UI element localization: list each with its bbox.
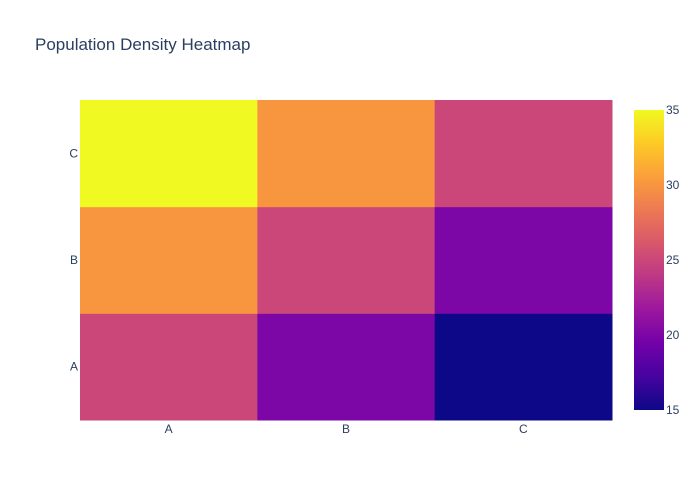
colorbar-tick-label: 15 (666, 403, 680, 417)
heatmap-cell-C-B (434, 206, 613, 314)
heatmap-cell-B-C (257, 100, 436, 208)
colorbar-tick-label: 35 (666, 103, 680, 117)
colorbar-tick-label: 25 (666, 253, 680, 267)
y-tick-label: B (70, 253, 78, 267)
heatmap-cell-C-C (434, 100, 613, 208)
y-tick-label: A (70, 360, 78, 374)
x-tick-label: C (519, 422, 528, 436)
heatmap-cell-A-C (80, 100, 258, 208)
x-tick-label: A (165, 422, 173, 436)
colorbar-tick-label: 20 (666, 328, 680, 342)
heatmap-cells (80, 100, 613, 421)
heatmap-cell-B-B (257, 206, 436, 314)
colorbar-tick-label: 30 (666, 178, 680, 192)
heatmap-cell-A-B (80, 206, 258, 314)
x-axis-ticks: A B C (165, 422, 528, 436)
x-tick-label: B (342, 422, 350, 436)
colorbar: 15 20 25 30 35 (634, 103, 680, 417)
heatmap-cell-A-A (80, 313, 258, 421)
colorbar-gradient (634, 110, 664, 410)
heatmap-cell-B-A (257, 313, 436, 421)
chart-title: Population Density Heatmap (35, 35, 250, 54)
heatmap-cell-C-A (434, 313, 613, 421)
y-tick-label: C (69, 146, 78, 160)
y-axis-ticks: A B C (69, 146, 78, 373)
